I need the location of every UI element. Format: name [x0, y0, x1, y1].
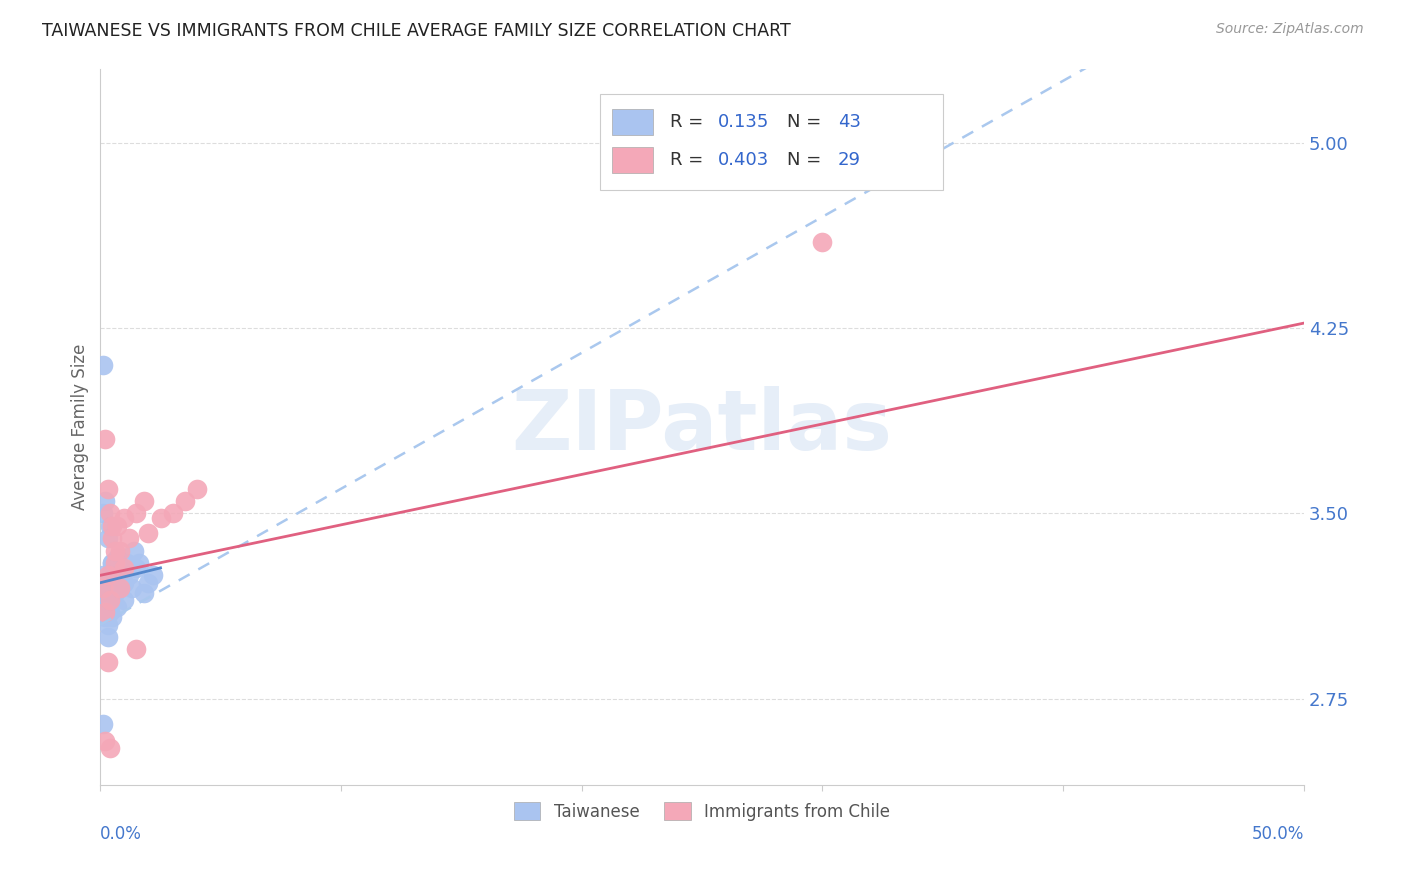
- Point: [104, 556, 127, 570]
- Point: [97, 575, 120, 590]
- Point: [111, 561, 134, 575]
- Point: [108, 543, 131, 558]
- Point: [128, 556, 150, 570]
- Text: 0.403: 0.403: [717, 152, 769, 169]
- Point: [97, 617, 120, 632]
- Point: [98, 568, 121, 582]
- Point: [105, 600, 128, 615]
- Point: [118, 531, 141, 545]
- Point: [149, 511, 172, 525]
- Text: 50.0%: 50.0%: [1251, 825, 1303, 843]
- Point: [162, 507, 184, 521]
- Point: [105, 551, 128, 566]
- Point: [94, 606, 117, 620]
- Point: [125, 642, 148, 657]
- Text: Source: ZipAtlas.com: Source: ZipAtlas.com: [1216, 22, 1364, 37]
- Point: [91, 600, 114, 615]
- Point: [104, 585, 127, 599]
- Text: R =: R =: [669, 152, 709, 169]
- Point: [105, 519, 128, 533]
- Point: [98, 581, 121, 595]
- Point: [104, 568, 127, 582]
- Point: [104, 561, 127, 575]
- Point: [97, 585, 120, 599]
- Point: [125, 507, 148, 521]
- Text: R =: R =: [669, 113, 709, 131]
- Point: [138, 575, 160, 590]
- FancyBboxPatch shape: [612, 110, 652, 136]
- Point: [132, 585, 155, 599]
- Point: [104, 543, 127, 558]
- Point: [98, 606, 121, 620]
- Point: [112, 593, 135, 607]
- Point: [108, 581, 131, 595]
- Point: [94, 581, 117, 595]
- Point: [94, 734, 117, 748]
- Point: [122, 543, 145, 558]
- FancyBboxPatch shape: [612, 147, 652, 173]
- Point: [101, 610, 124, 624]
- Point: [142, 568, 165, 582]
- Legend: Taiwanese, Immigrants from Chile: Taiwanese, Immigrants from Chile: [508, 796, 897, 827]
- Point: [94, 433, 117, 447]
- Y-axis label: Average Family Size: Average Family Size: [72, 343, 89, 510]
- Point: [118, 568, 141, 582]
- Point: [94, 575, 117, 590]
- Point: [112, 511, 135, 525]
- Text: ZIPatlas: ZIPatlas: [512, 386, 893, 467]
- Point: [97, 531, 120, 545]
- Point: [91, 568, 114, 582]
- Point: [97, 568, 120, 582]
- Point: [97, 655, 120, 669]
- Point: [91, 716, 114, 731]
- Point: [98, 593, 121, 607]
- Point: [91, 581, 114, 595]
- Point: [94, 610, 117, 624]
- Text: 43: 43: [838, 113, 860, 131]
- Point: [112, 561, 135, 575]
- Point: [91, 507, 114, 521]
- Point: [91, 606, 114, 620]
- Point: [125, 561, 148, 575]
- Point: [97, 630, 120, 644]
- Text: TAIWANESE VS IMMIGRANTS FROM CHILE AVERAGE FAMILY SIZE CORRELATION CHART: TAIWANESE VS IMMIGRANTS FROM CHILE AVERA…: [42, 22, 792, 40]
- Point: [186, 482, 208, 496]
- Point: [98, 741, 121, 756]
- Point: [101, 556, 124, 570]
- Point: [91, 585, 114, 599]
- Point: [91, 358, 114, 372]
- Point: [132, 494, 155, 508]
- Point: [101, 593, 124, 607]
- Point: [98, 507, 121, 521]
- Point: [108, 581, 131, 595]
- Text: N =: N =: [787, 113, 828, 131]
- Point: [101, 519, 124, 533]
- Point: [811, 235, 834, 249]
- Point: [98, 519, 121, 533]
- Point: [121, 581, 143, 595]
- Text: 0.135: 0.135: [717, 113, 769, 131]
- Point: [101, 531, 124, 545]
- Text: 0.0%: 0.0%: [100, 825, 142, 843]
- Point: [138, 526, 160, 541]
- Point: [173, 494, 195, 508]
- Point: [94, 593, 117, 607]
- Point: [115, 556, 138, 570]
- Point: [94, 494, 117, 508]
- FancyBboxPatch shape: [600, 94, 942, 190]
- Point: [101, 556, 124, 570]
- Text: 29: 29: [838, 152, 860, 169]
- Point: [97, 482, 120, 496]
- Point: [112, 575, 135, 590]
- Text: N =: N =: [787, 152, 828, 169]
